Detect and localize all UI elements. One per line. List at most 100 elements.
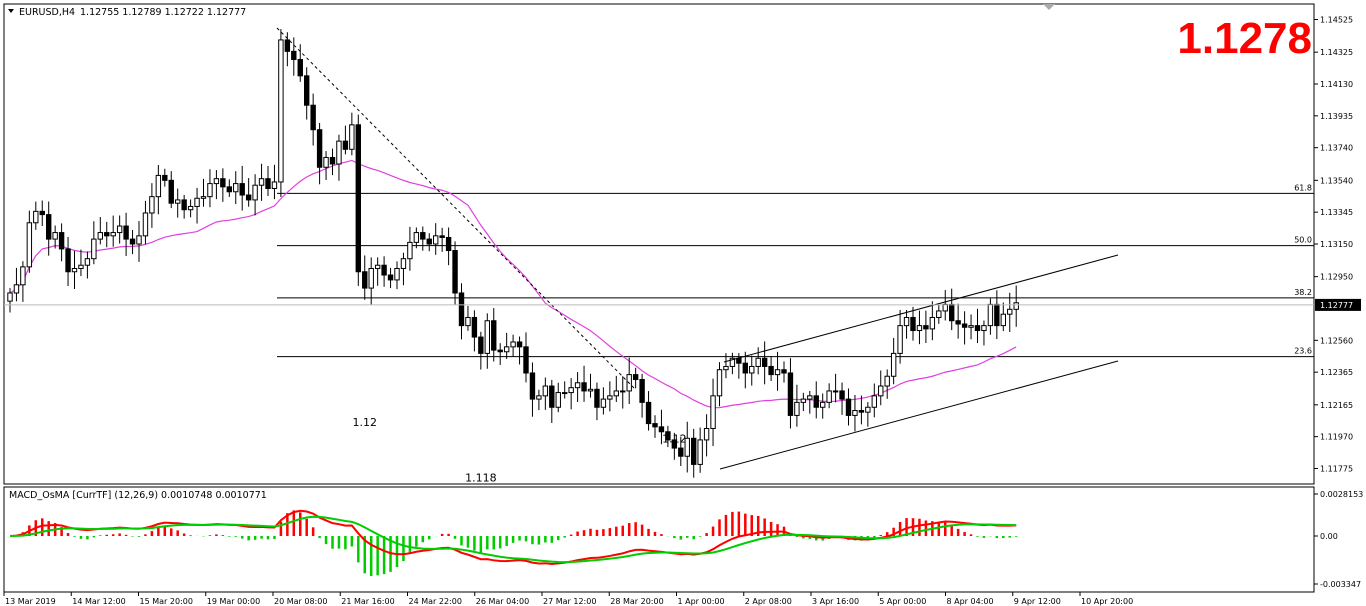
candle-body xyxy=(1000,313,1006,327)
candle-body xyxy=(697,439,703,465)
candle-body xyxy=(1007,308,1013,315)
symbol-label: EURUSD,H4 xyxy=(19,7,75,18)
candle-body xyxy=(729,357,736,367)
candle-body xyxy=(678,447,684,457)
candle-body xyxy=(110,232,116,237)
price-tick-label: 1.14325 xyxy=(1320,48,1353,57)
indicator-tick-label: -0.003347 xyxy=(1320,580,1361,589)
candle-body xyxy=(245,194,252,201)
current-price-marker: 1.12777 xyxy=(4,298,1361,311)
candle-body xyxy=(284,39,291,52)
candle-body xyxy=(497,349,503,353)
candle-body xyxy=(987,303,994,327)
candle-body xyxy=(923,325,929,330)
price-tick-label: 1.13935 xyxy=(1320,112,1353,121)
candle-body xyxy=(471,316,478,338)
candle-body xyxy=(865,406,871,413)
candle-body xyxy=(710,395,716,429)
time-tick-label: 1 Apr 00:00 xyxy=(678,597,725,606)
candle-body xyxy=(620,390,626,393)
candle-body xyxy=(632,374,639,381)
candle-body xyxy=(684,437,690,457)
candle-body xyxy=(433,235,439,245)
candle-body xyxy=(936,310,942,318)
candle-body xyxy=(871,395,877,408)
candle-body xyxy=(903,316,910,327)
candle-body xyxy=(813,395,819,408)
price-tick-label: 1.12950 xyxy=(1320,273,1353,282)
candle-body xyxy=(761,357,768,367)
candle-body xyxy=(445,236,452,252)
trendlines xyxy=(276,27,1119,470)
price-axis: 1.14525 1.14325 1.14130 1.13935 1.13740 1.135… xyxy=(1314,16,1353,473)
candle-body xyxy=(787,372,794,416)
fib-level-label: 38.2 xyxy=(1294,288,1312,297)
price-tick-label: 1.12560 xyxy=(1320,336,1353,345)
candle-body xyxy=(523,346,529,374)
candle-body xyxy=(955,320,961,325)
candle-body xyxy=(826,390,832,403)
candle-body xyxy=(929,316,936,330)
candle-body xyxy=(562,392,568,395)
candle-body xyxy=(884,375,890,387)
candle-body xyxy=(613,390,619,397)
candle-body xyxy=(774,369,781,376)
candle-body xyxy=(529,372,536,400)
candle-body xyxy=(116,225,123,234)
candle-body xyxy=(181,199,187,211)
candle-body xyxy=(652,423,658,428)
candle-body xyxy=(400,258,407,269)
candle-body xyxy=(368,267,374,289)
candle-body xyxy=(407,241,413,260)
candle-body xyxy=(845,398,852,416)
candle-body xyxy=(33,210,39,224)
time-tick-label: 3 Apr 16:00 xyxy=(812,597,859,606)
osma-histogram xyxy=(15,510,1018,576)
candle-body xyxy=(749,365,755,374)
candle-body xyxy=(916,325,923,332)
candle-body xyxy=(381,264,387,276)
fib-anchor-line xyxy=(276,27,637,391)
candle-body xyxy=(342,140,349,150)
time-tick-label: 20 Mar 08:00 xyxy=(274,597,327,606)
candle-body xyxy=(297,59,303,77)
candle-body xyxy=(949,303,955,322)
candle-body xyxy=(413,232,420,243)
candle-body xyxy=(658,426,665,433)
candle-body xyxy=(194,197,200,207)
candle-body xyxy=(162,174,168,181)
candle-body xyxy=(581,382,587,392)
current-price-label: 1.12777 xyxy=(1320,301,1353,310)
price-tick-label: 1.14525 xyxy=(1320,16,1353,25)
time-axis: 13 Mar 2019 14 Mar 12:00 15 Mar 20:00 19 Ma… xyxy=(3,592,1133,606)
candle-body xyxy=(46,214,52,240)
candle-body xyxy=(742,362,748,374)
candle-body xyxy=(994,303,1000,327)
price-annotation: 1.118 xyxy=(465,471,497,484)
indicator-label: MACD_OsMA [CurrTF] (12,26,9) 0.0010748 0… xyxy=(9,490,267,501)
time-tick-label: 8 Apr 04:00 xyxy=(947,597,994,606)
candle-body xyxy=(723,365,729,371)
price-annotation: 1.12 xyxy=(662,432,687,445)
candle-body xyxy=(716,369,723,397)
big-price-display: 1.1278 xyxy=(1177,14,1312,63)
candle-body xyxy=(516,341,523,348)
candle-body xyxy=(129,238,136,245)
fib-level-label: 50.0 xyxy=(1294,236,1312,245)
time-tick-label: 28 Mar 20:00 xyxy=(610,597,663,606)
channel-lower-line xyxy=(719,360,1119,470)
candle-body xyxy=(800,398,807,403)
candle-body xyxy=(852,410,858,416)
candle-body xyxy=(639,379,645,403)
chart-shift-marker[interactable] xyxy=(1043,4,1055,10)
dropdown-arrow-icon[interactable] xyxy=(8,9,14,13)
time-tick-label: 27 Mar 12:00 xyxy=(543,597,596,606)
candle-body xyxy=(7,292,13,302)
time-tick-label: 2 Apr 08:00 xyxy=(745,597,792,606)
candle-body xyxy=(220,178,226,188)
price-tick-label: 1.14130 xyxy=(1320,80,1353,89)
candle-body xyxy=(168,179,174,204)
candle-body xyxy=(97,232,103,240)
candle-body xyxy=(213,178,220,185)
candle-body xyxy=(439,235,445,238)
